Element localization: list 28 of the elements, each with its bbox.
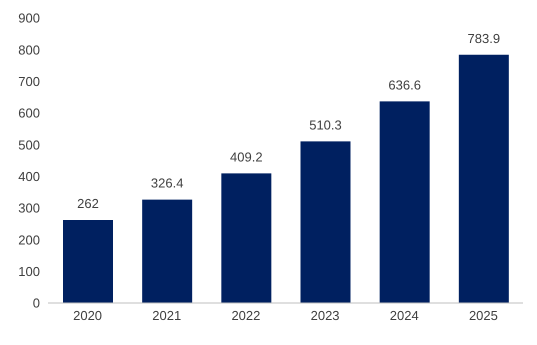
- bar: [458, 54, 509, 303]
- y-tick-label: 600: [18, 106, 40, 121]
- y-tick-label: 100: [18, 264, 40, 279]
- bar: [380, 101, 430, 303]
- y-tick-label: 900: [18, 10, 40, 26]
- bar: [142, 200, 192, 303]
- bar: [300, 141, 350, 303]
- x-tick-label: 2021: [152, 308, 182, 324]
- y-tick-label: 300: [18, 200, 40, 216]
- data-label: 783.9: [468, 30, 500, 46]
- y-tick-label: 400: [18, 168, 40, 184]
- x-tick-label: 2023: [310, 308, 340, 324]
- y-tick-label: 200: [18, 232, 40, 248]
- y-tick-label: 0: [32, 296, 40, 311]
- x-tick-label: 2024: [390, 308, 419, 324]
- data-label: 636.6: [388, 77, 421, 92]
- data-label: 409.2: [230, 149, 263, 164]
- x-tick-label: 2020: [73, 308, 102, 324]
- y-tick-label: 700: [18, 74, 40, 89]
- y-tick-label: 500: [18, 137, 40, 152]
- bar: [221, 173, 272, 303]
- data-label: 326.4: [150, 176, 184, 191]
- y-tick-label: 800: [18, 42, 40, 58]
- data-label: 510.3: [309, 117, 342, 132]
- x-tick-label: 2025: [468, 308, 498, 324]
- x-tick-label: 2022: [231, 308, 260, 324]
- bar: [63, 220, 113, 303]
- data-label: 262: [77, 196, 99, 212]
